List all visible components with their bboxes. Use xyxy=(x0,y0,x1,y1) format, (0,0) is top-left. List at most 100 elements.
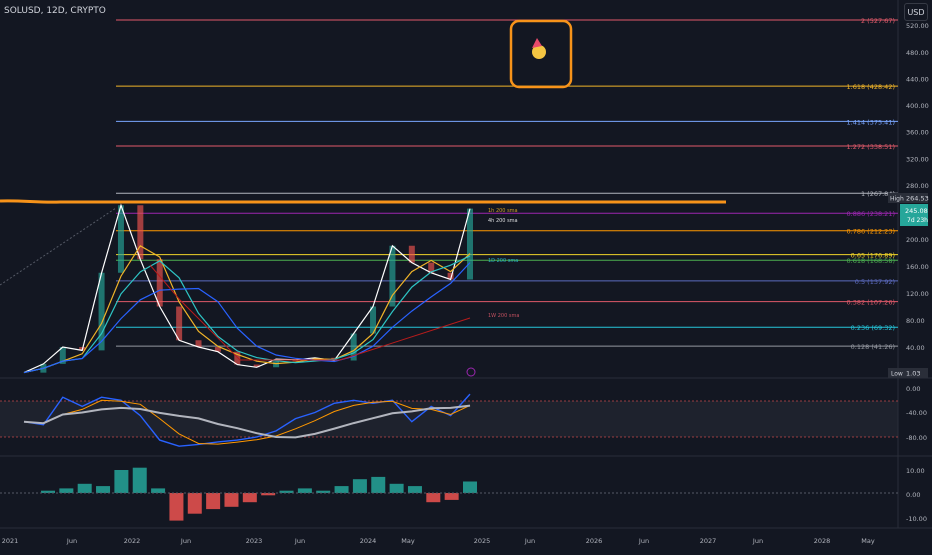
histogram-bar xyxy=(224,493,239,507)
histogram-bar xyxy=(297,488,312,493)
time-tick: Jun xyxy=(66,537,77,545)
currency-button[interactable]: USD xyxy=(904,3,928,21)
price-tick: 120.00 xyxy=(906,290,929,298)
hist-tick: 0.00 xyxy=(906,491,920,499)
sma-label: 1h 200 sma xyxy=(488,208,518,214)
sma-label: 1D 200 sma xyxy=(488,258,518,264)
fib-label: 1 (267.84) xyxy=(861,190,895,198)
histogram-bar xyxy=(261,493,276,496)
hist-tick: -10.00 xyxy=(906,515,927,523)
osc-tick: 0.00 xyxy=(906,385,920,393)
low-label: Low xyxy=(891,371,903,378)
time-tick: Jun xyxy=(180,537,191,545)
fib-label: 0.236 (69.32) xyxy=(851,324,895,332)
fib-label: 0.382 (107.26) xyxy=(847,299,896,307)
price-line xyxy=(23,203,471,374)
histogram-bar xyxy=(334,486,349,493)
histogram-bar xyxy=(77,483,92,493)
time-tick: Jun xyxy=(294,537,305,545)
price-tick: 360.00 xyxy=(906,129,929,137)
price-candle xyxy=(389,245,396,307)
osc-signal-line xyxy=(23,399,471,445)
histogram-bar xyxy=(41,490,55,493)
fib-label: 0.786 (212.23) xyxy=(847,228,896,236)
price-tick: 520.00 xyxy=(906,22,929,30)
fib-label: 0.65 (176.89) xyxy=(851,252,895,260)
time-tick: Jun xyxy=(752,537,763,545)
histogram-bar xyxy=(169,493,184,521)
price-candle xyxy=(467,208,473,280)
price-candle xyxy=(195,340,202,347)
histogram-bar xyxy=(444,493,459,500)
sma-1d-line xyxy=(23,255,471,374)
price-tick: 200.00 xyxy=(906,236,929,244)
high-label: High xyxy=(890,196,904,203)
time-tick: May xyxy=(401,537,415,545)
hist-tick: 10.00 xyxy=(906,467,925,475)
time-tick: 2026 xyxy=(586,537,603,545)
histogram-bar xyxy=(151,488,166,493)
time-tick: 2027 xyxy=(700,537,717,545)
time-tick: 2021 xyxy=(2,537,19,545)
countdown: 7d 23h xyxy=(907,217,928,224)
sma-1w-line xyxy=(149,264,471,361)
histogram-bar xyxy=(206,493,221,510)
sma-1h-line xyxy=(23,244,471,374)
time-tick: May xyxy=(861,537,875,545)
low-tag xyxy=(888,368,928,378)
price-candle xyxy=(408,245,415,263)
histogram-bar xyxy=(132,467,147,493)
price-tick: 80.00 xyxy=(906,317,925,325)
price-tick: 480.00 xyxy=(906,49,929,57)
histogram-bar xyxy=(316,490,331,493)
osc-line xyxy=(23,393,471,447)
histogram-bar xyxy=(187,493,202,514)
trend-guide xyxy=(0,207,117,286)
price-tick: 280.00 xyxy=(906,182,929,190)
price-candle xyxy=(156,259,163,307)
high-value: 264.53 xyxy=(906,195,929,203)
histogram-bar xyxy=(279,490,294,493)
party-hat-icon xyxy=(532,38,542,48)
fib-label: 1.272 (338.51) xyxy=(847,143,896,151)
price-candle xyxy=(370,306,377,334)
price-candle xyxy=(253,364,260,368)
time-tick: Jun xyxy=(524,537,535,545)
time-tick: 2025 xyxy=(474,537,491,545)
price-tick: 440.00 xyxy=(906,75,929,83)
price-tick: 160.00 xyxy=(906,263,929,271)
histogram-bar xyxy=(463,481,477,493)
event-marker-icon xyxy=(466,367,476,377)
highlight-line xyxy=(0,199,726,204)
histogram-bar xyxy=(59,488,74,493)
sma-label: 1W 200 sma xyxy=(488,313,519,319)
price-tick: 400.00 xyxy=(906,102,929,110)
price-candle xyxy=(350,333,357,361)
price-candle xyxy=(428,262,435,273)
oscillator-band xyxy=(0,401,898,437)
histogram-bar xyxy=(371,476,386,493)
current-price-tag xyxy=(900,204,928,226)
osc-slow-line xyxy=(23,404,471,439)
price-tick: 40.00 xyxy=(906,344,925,352)
price-candle xyxy=(176,306,183,341)
symbol-header: SOLUSD, 12D, CRYPTO xyxy=(4,6,106,16)
time-tick: 2022 xyxy=(124,537,141,545)
time-tick: Jun xyxy=(638,537,649,545)
fib-label: 0.618 (168.58) xyxy=(847,257,896,265)
fib-label: 2 (527.67) xyxy=(861,17,895,25)
low-value: 1.03 xyxy=(906,370,920,378)
price-candle xyxy=(137,205,144,260)
histogram-bar xyxy=(96,486,111,493)
time-tick: 2023 xyxy=(246,537,263,545)
emoji-icon xyxy=(532,45,546,59)
fib-label: 1.414 (375.41) xyxy=(847,118,896,126)
price-tick: 320.00 xyxy=(906,155,929,163)
osc-tick: -40.00 xyxy=(906,409,927,417)
fib-label: 0.886 (238.21) xyxy=(847,210,896,218)
price-candle xyxy=(98,272,105,351)
histogram-bar xyxy=(389,483,404,493)
histogram-bar xyxy=(407,486,422,493)
